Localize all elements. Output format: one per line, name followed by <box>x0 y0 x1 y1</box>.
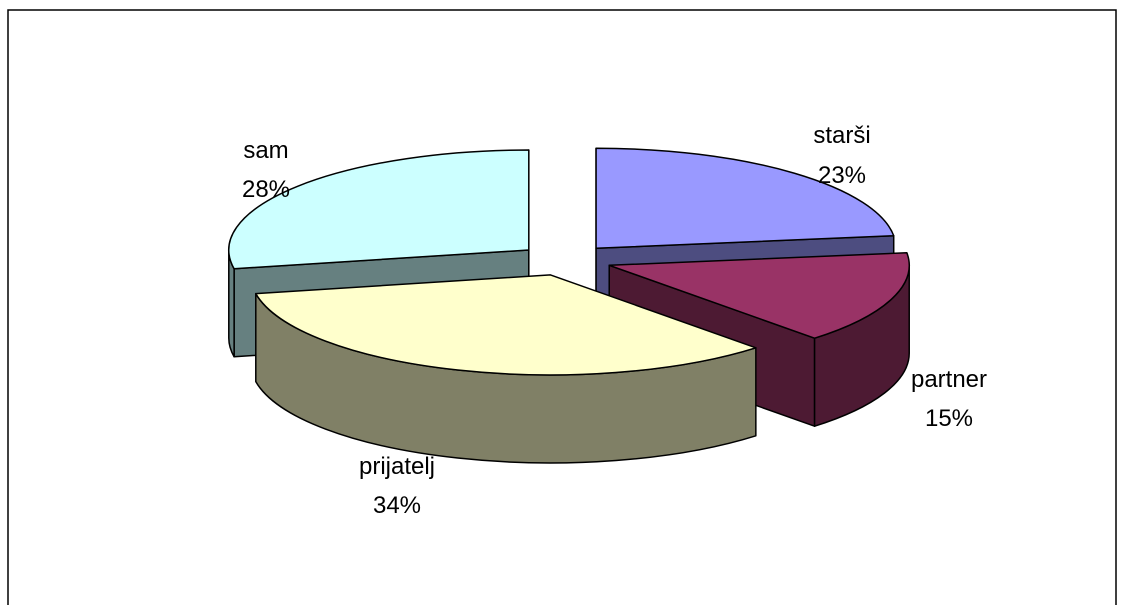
slice-percent-starsi: 23% <box>818 162 866 189</box>
slice-label-partner: partner <box>911 366 987 393</box>
slice-top-face <box>228 149 530 270</box>
pie-labels: starši 23% partner 15% prijatelj 34% sam… <box>242 122 987 519</box>
chart-frame <box>7 9 1117 605</box>
slice-percent-sam: 28% <box>242 176 290 203</box>
slice-top-face <box>595 147 895 249</box>
pie-slice-prijatelj <box>255 274 757 464</box>
slice-label-prijatelj: prijatelj <box>359 453 435 480</box>
pie-slices <box>228 147 910 464</box>
slice-percent-prijatelj: 34% <box>373 492 421 519</box>
slice-label-sam: sam <box>243 137 288 164</box>
slice-label-starsi: starši <box>813 122 870 149</box>
slice-top-face <box>255 274 757 376</box>
slice-top-face <box>608 252 910 339</box>
slice-percent-partner: 15% <box>925 405 973 432</box>
